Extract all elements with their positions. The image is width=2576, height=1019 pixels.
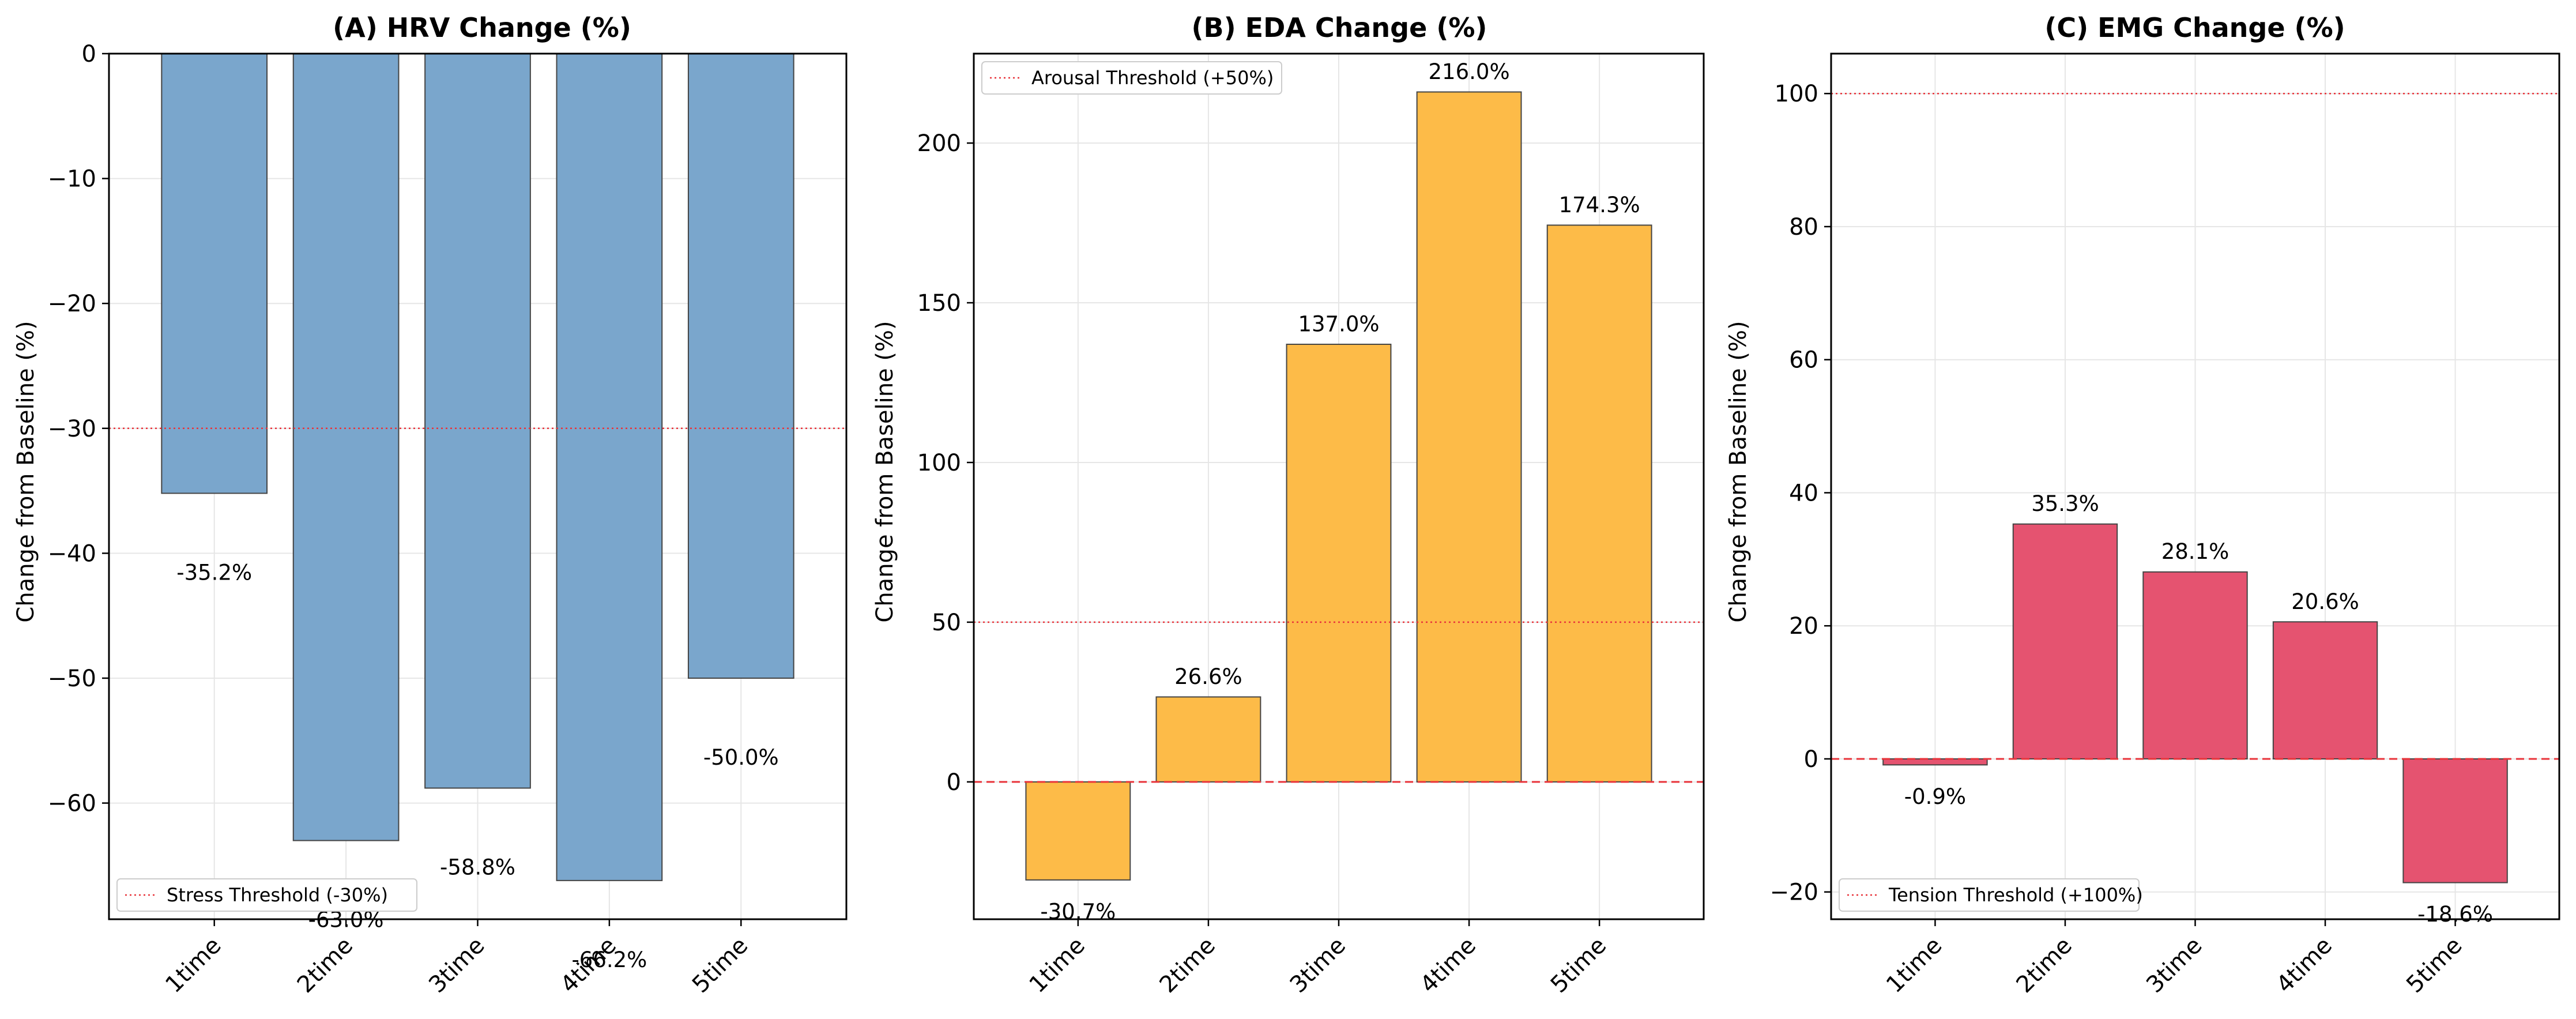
data-label: -66.2% xyxy=(571,947,647,972)
bar xyxy=(2012,523,2118,759)
panel-hrv: (A) HRV Change (%) Change from Baseline … xyxy=(13,12,848,998)
x-tick-label: 1time xyxy=(160,932,226,998)
bar xyxy=(556,53,663,881)
x-tick-label: 5time xyxy=(1546,932,1611,998)
bar xyxy=(2402,758,2508,883)
y-tick-label: −20 xyxy=(1770,879,1818,906)
panel-eda: (B) EDA Change (%) Change from Baseline … xyxy=(872,12,1705,998)
data-label: 216.0% xyxy=(1429,59,1510,84)
y-tick-label: −20 xyxy=(48,291,96,317)
panel-title-eda: (B) EDA Change (%) xyxy=(1192,12,1487,43)
bar xyxy=(1546,224,1652,783)
plot-area-eda: -30.7%26.6%137.0%216.0%174.3%05010015020… xyxy=(917,52,1705,998)
legend-label: Stress Threshold (-30%) xyxy=(167,884,388,906)
data-label: 137.0% xyxy=(1298,312,1379,337)
legend-box xyxy=(116,878,417,912)
x-tick-label: 5time xyxy=(2401,932,2467,998)
bar xyxy=(687,53,794,679)
x-tick-label: 2time xyxy=(2012,932,2077,998)
y-tick-label: 40 xyxy=(1789,480,1818,506)
plot-area-hrv: -35.2%-63.0%-58.8%-66.2%-50.0%0−10−20−30… xyxy=(48,41,848,998)
x-tick-label: 2time xyxy=(1155,932,1221,998)
y-tick-label: 50 xyxy=(932,610,961,636)
y-tick-label: −50 xyxy=(48,665,96,692)
x-tick-label: 1time xyxy=(1881,932,1947,998)
data-label: 174.3% xyxy=(1559,193,1640,217)
data-label: -58.8% xyxy=(440,855,515,880)
x-tick-label: 4time xyxy=(1415,932,1481,998)
y-tick-label: 0 xyxy=(947,769,961,796)
bar xyxy=(161,53,268,494)
x-tick-label: 3time xyxy=(424,932,489,998)
panel-title-hrv: (A) HRV Change (%) xyxy=(333,12,631,43)
y-tick-label: −10 xyxy=(48,166,96,193)
bar xyxy=(1286,344,1392,783)
panel-emg: (C) EMG Change (%) Change from Baseline … xyxy=(1725,12,2560,998)
y-tick-label: 0 xyxy=(1804,746,1818,773)
y-tick-label: 0 xyxy=(82,41,96,67)
bar xyxy=(1155,696,1261,783)
x-tick-label: 5time xyxy=(687,932,753,998)
bar xyxy=(1416,91,1522,783)
x-tick-label: 3time xyxy=(2141,932,2207,998)
y-tick-label: 200 xyxy=(917,130,961,157)
y-axis-label-emg: Change from Baseline (%) xyxy=(1725,321,1752,622)
bar xyxy=(1882,758,1988,766)
y-axis-label-hrv: Change from Baseline (%) xyxy=(13,321,39,622)
y-tick-label: 150 xyxy=(917,290,961,317)
bar xyxy=(1025,781,1131,881)
y-tick-label: 60 xyxy=(1789,347,1818,374)
legend-box xyxy=(981,61,1282,95)
data-label: 26.6% xyxy=(1174,664,1242,689)
bar xyxy=(292,53,400,841)
bar xyxy=(2272,621,2378,759)
x-tick-label: 4time xyxy=(2272,932,2337,998)
data-label: -35.2% xyxy=(176,561,252,585)
panel-title-emg: (C) EMG Change (%) xyxy=(2044,12,2345,43)
legend-label: Arousal Threshold (+50%) xyxy=(1031,67,1274,89)
data-label: 28.1% xyxy=(2161,539,2229,564)
legend-box xyxy=(1839,878,2140,912)
y-axis-label-eda: Change from Baseline (%) xyxy=(872,321,898,622)
y-tick-label: −40 xyxy=(48,540,96,567)
plot-area-emg: -0.9%35.3%28.1%20.6%-18.6%−2002040608010… xyxy=(1770,52,2560,998)
y-tick-label: 80 xyxy=(1789,214,1818,240)
y-tick-label: −30 xyxy=(48,416,96,442)
y-tick-label: −60 xyxy=(48,791,96,817)
x-tick-label: 1time xyxy=(1024,932,1090,998)
y-tick-label: 20 xyxy=(1789,613,1818,640)
x-tick-label: 3time xyxy=(1285,932,1351,998)
y-tick-label: 100 xyxy=(1775,81,1818,107)
data-label: 20.6% xyxy=(2291,589,2359,614)
data-label: -0.9% xyxy=(1904,784,1966,809)
legend-label: Tension Threshold (+100%) xyxy=(1888,884,2143,906)
bar xyxy=(2142,571,2248,759)
x-tick-label: 2time xyxy=(292,932,358,998)
data-label: 35.3% xyxy=(2031,491,2099,516)
y-tick-label: 100 xyxy=(917,450,961,476)
data-label: -50.0% xyxy=(703,745,779,770)
bar xyxy=(424,53,531,789)
